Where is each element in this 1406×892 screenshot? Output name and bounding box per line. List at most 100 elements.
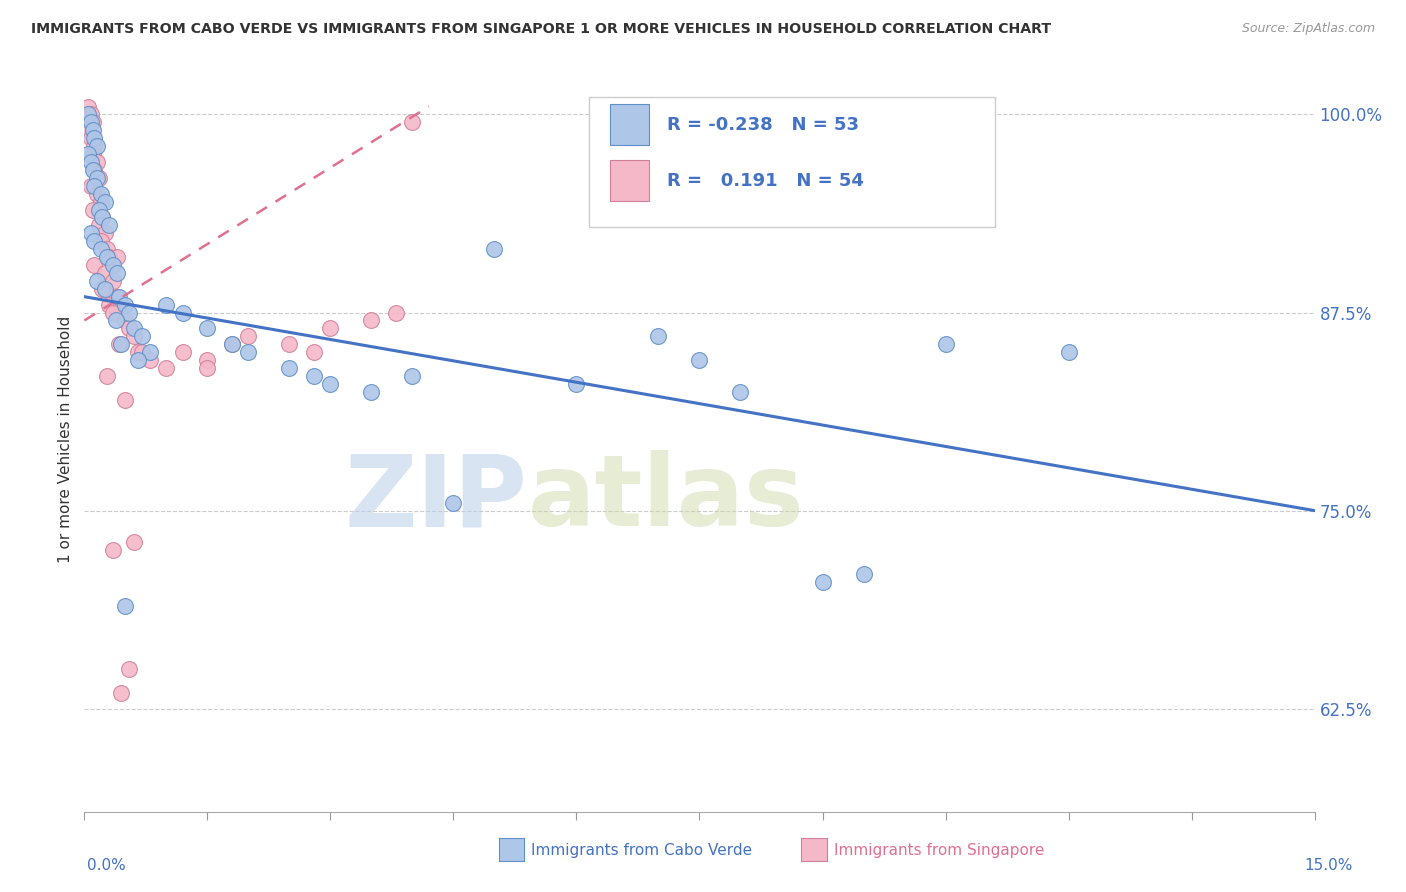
Point <box>82 162 104 177</box>
Point <box>91 211 114 225</box>
Point <box>118 305 141 319</box>
Point <box>155 297 177 311</box>
Point <box>86 170 108 185</box>
Point <box>87 202 111 217</box>
Point <box>110 337 132 351</box>
Point <box>302 345 325 359</box>
Point <box>108 290 129 304</box>
Point <box>238 329 260 343</box>
Point <box>94 266 117 280</box>
Point <box>90 234 112 248</box>
Text: Immigrants from Singapore: Immigrants from Singapore <box>834 844 1045 858</box>
Point <box>127 345 149 359</box>
Point <box>101 258 124 272</box>
Point <box>484 242 506 256</box>
Point <box>122 535 145 549</box>
Text: ZIP: ZIP <box>344 450 527 548</box>
Point <box>238 345 260 359</box>
Point <box>83 131 105 145</box>
Point <box>96 242 118 256</box>
Point <box>401 115 423 129</box>
Point <box>385 305 408 319</box>
Point <box>77 123 100 137</box>
Point <box>105 290 128 304</box>
FancyBboxPatch shape <box>589 96 995 227</box>
Text: IMMIGRANTS FROM CABO VERDE VS IMMIGRANTS FROM SINGAPORE 1 OR MORE VEHICLES IN HO: IMMIGRANTS FROM CABO VERDE VS IMMIGRANTS… <box>31 22 1052 37</box>
Point <box>77 107 100 121</box>
Point <box>90 242 112 256</box>
Point <box>401 368 423 383</box>
Text: Immigrants from Cabo Verde: Immigrants from Cabo Verde <box>531 844 752 858</box>
Point <box>319 376 342 391</box>
Point <box>443 496 465 510</box>
Point <box>83 258 105 272</box>
Point <box>80 178 103 193</box>
Point <box>360 384 382 399</box>
Point <box>87 170 111 185</box>
Point <box>197 321 219 335</box>
Point <box>105 250 128 264</box>
Point <box>101 305 124 319</box>
Point <box>278 337 301 351</box>
Bar <box>610 104 650 145</box>
Point <box>360 313 382 327</box>
Point <box>197 361 219 376</box>
Point <box>82 202 104 217</box>
Point <box>80 115 103 129</box>
Point <box>114 599 136 613</box>
Point <box>118 662 141 676</box>
Point <box>96 368 118 383</box>
Point <box>114 313 136 327</box>
Point <box>565 376 588 391</box>
Point <box>104 313 127 327</box>
Point <box>110 297 132 311</box>
Text: 15.0%: 15.0% <box>1305 858 1353 873</box>
Point <box>122 329 145 343</box>
Point <box>139 353 162 368</box>
Point <box>82 123 104 137</box>
Point <box>101 543 124 558</box>
Point <box>98 219 120 233</box>
Point <box>139 345 162 359</box>
Point <box>90 186 112 201</box>
Point <box>91 282 114 296</box>
Text: Source: ZipAtlas.com: Source: ZipAtlas.com <box>1241 22 1375 36</box>
Point <box>852 567 875 582</box>
Point <box>91 211 114 225</box>
Point <box>83 162 105 177</box>
Point <box>1057 345 1080 359</box>
Point <box>302 368 325 383</box>
Point <box>77 99 100 113</box>
Point <box>319 321 342 335</box>
Point <box>114 392 136 407</box>
Point <box>105 266 128 280</box>
Point <box>82 115 104 129</box>
Point <box>86 155 108 169</box>
Point <box>197 353 219 368</box>
Point <box>101 274 124 288</box>
Point <box>86 139 108 153</box>
Y-axis label: 1 or more Vehicles in Household: 1 or more Vehicles in Household <box>58 316 73 563</box>
Text: R = -0.238   N = 53: R = -0.238 N = 53 <box>668 116 859 134</box>
Point <box>114 297 136 311</box>
Bar <box>610 160 650 201</box>
Point <box>221 337 243 351</box>
Point <box>935 337 957 351</box>
Text: R =   0.191   N = 54: R = 0.191 N = 54 <box>668 172 865 190</box>
Point <box>221 337 243 351</box>
Point <box>122 321 145 335</box>
Point <box>90 194 112 209</box>
Point <box>94 227 117 241</box>
Point <box>811 574 834 589</box>
Point <box>86 186 108 201</box>
Point <box>98 250 120 264</box>
Point <box>131 329 153 343</box>
Point <box>127 353 149 368</box>
Point <box>278 361 301 376</box>
Point <box>80 131 103 145</box>
Point <box>82 147 104 161</box>
Text: atlas: atlas <box>527 450 804 548</box>
Point <box>172 345 194 359</box>
Point <box>86 274 108 288</box>
Point <box>118 321 141 335</box>
